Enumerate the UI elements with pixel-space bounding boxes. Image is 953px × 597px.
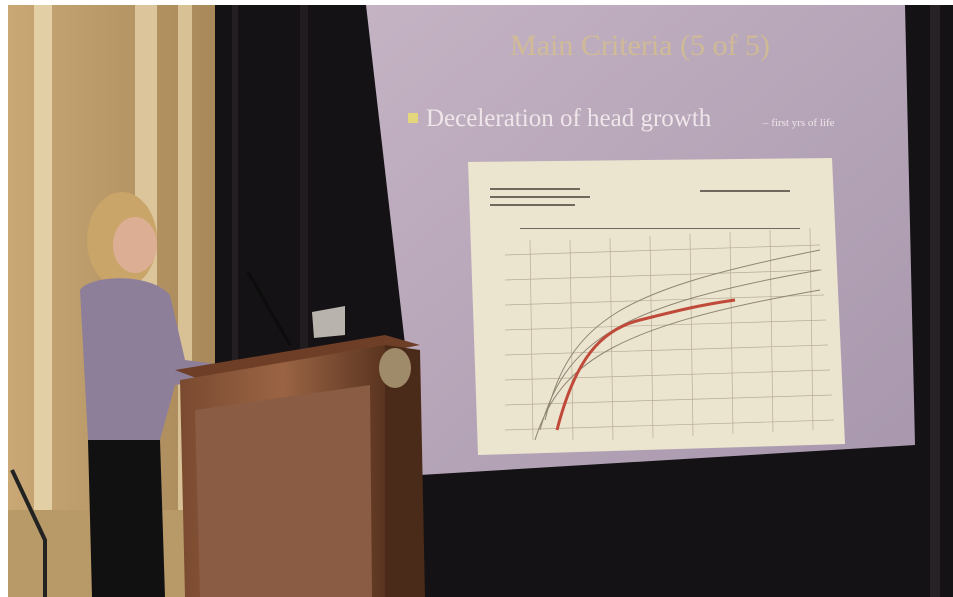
podium <box>175 335 425 597</box>
podium-panel <box>195 385 372 597</box>
podium-seal <box>379 348 411 388</box>
trousers <box>88 440 165 597</box>
slide-chart-image <box>468 158 845 455</box>
curtain-fold <box>930 5 940 597</box>
face <box>113 217 157 273</box>
photo: Main Criteria (5 of 5) Deceleration of h… <box>0 0 953 597</box>
bullet-text: Deceleration of head growth <box>426 105 712 132</box>
pilaster <box>34 5 52 565</box>
slide-title: Main Criteria (5 of 5) <box>510 29 770 62</box>
chart-paper <box>468 158 845 455</box>
bullet-marker <box>408 113 418 123</box>
bullet-note: – first yrs of life <box>762 117 835 129</box>
